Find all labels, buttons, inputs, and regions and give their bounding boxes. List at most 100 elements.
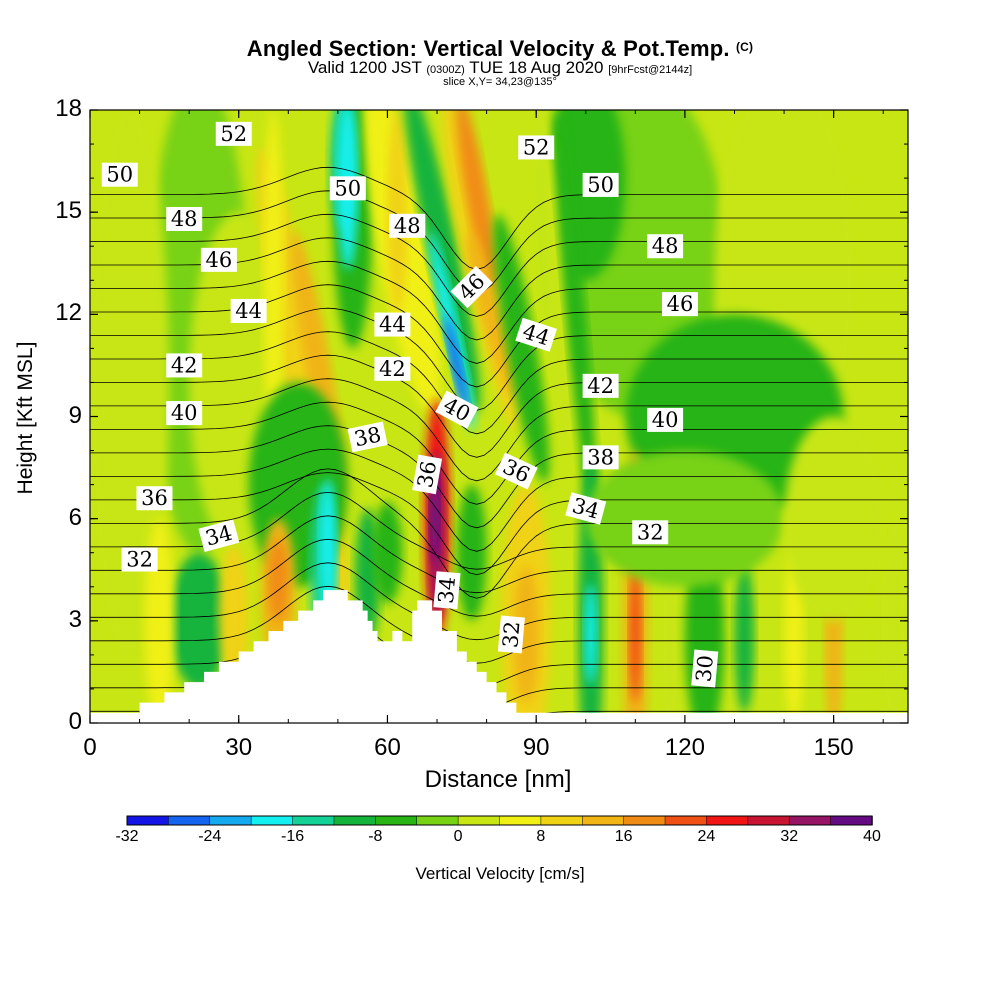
colorbar-swatch-2 xyxy=(209,815,252,826)
theta-label-30: 32 xyxy=(497,615,525,654)
theta-line-46 xyxy=(90,331,908,435)
theta-label-text: 34 xyxy=(434,576,460,605)
theta-label-bg xyxy=(494,452,538,490)
axis-ticks xyxy=(89,109,908,724)
theta-label-text: 42 xyxy=(379,357,406,381)
theta-label-text: 42 xyxy=(587,374,614,398)
theta-label-10: 46 xyxy=(661,292,698,317)
theta-label-text: 50 xyxy=(587,173,614,197)
colorbar-swatch-11 xyxy=(582,815,625,826)
theta-line-51 xyxy=(90,213,908,317)
theta-label-text: 42 xyxy=(171,353,198,377)
y-tick-label: 9 xyxy=(68,401,82,429)
theta-label-1: 52 xyxy=(518,135,555,160)
theta-label-bg xyxy=(565,492,607,525)
theta-line-35 xyxy=(90,562,908,641)
theta-label-text: 36 xyxy=(413,459,441,489)
velocity-cell-14 xyxy=(387,110,408,315)
theta-label-bg xyxy=(166,206,203,231)
theta-label-text: 48 xyxy=(652,234,679,258)
theta-label-bg xyxy=(582,445,619,470)
theta-label-text: 36 xyxy=(141,486,168,510)
theta-label-text: 44 xyxy=(235,299,262,323)
theta-label-bg xyxy=(632,520,669,545)
colorbar-swatch-16 xyxy=(788,815,832,826)
theta-label-21: 38 xyxy=(582,445,619,470)
y-tick-label: 12 xyxy=(55,299,82,327)
velocity-cell-9 xyxy=(263,110,284,451)
subtitle-forecast: [9hrFcst@2144z] xyxy=(608,64,693,76)
colorbar-tick-label: -32 xyxy=(115,828,139,845)
theta-label-bg xyxy=(647,407,684,432)
theta-label-bg xyxy=(515,317,558,352)
theta-label-text: 50 xyxy=(106,163,133,187)
chart-subtitle: Valid 1200 JST (0300Z) TUE 18 Aug 2020 [… xyxy=(0,58,1000,78)
colorbar-swatch-0 xyxy=(126,815,170,826)
theta-label-29: 32 xyxy=(121,547,158,572)
x-tick-label: 150 xyxy=(813,734,854,761)
theta-label-8: 46 xyxy=(200,247,237,272)
theta-label-text: 30 xyxy=(692,654,718,683)
colorbar-swatch-13 xyxy=(664,815,708,826)
x-axis-label: Distance [nm] xyxy=(424,766,572,793)
colorbar-tick-label: 40 xyxy=(863,828,881,845)
theta-line-36 xyxy=(90,538,908,617)
theta-label-bg xyxy=(347,421,388,453)
theta-label-bg xyxy=(582,373,619,398)
colorbar-tick-label: 16 xyxy=(614,828,633,845)
theta-label-19: 40 xyxy=(647,407,684,432)
theta-label-bg xyxy=(198,519,240,552)
colorbar-swatch-17 xyxy=(830,815,873,826)
velocity-cell-23 xyxy=(555,110,597,518)
theta-label-bg xyxy=(433,571,461,610)
x-tick-label: 60 xyxy=(374,734,401,761)
theta-label-24: 36 xyxy=(136,486,173,511)
velocity-field xyxy=(90,110,908,723)
theta-label-16: 42 xyxy=(582,373,619,398)
x-tick-label: 120 xyxy=(664,734,705,761)
chart-title-mark: (C) xyxy=(735,40,754,54)
velocity-cell-32 xyxy=(456,484,487,621)
theta-line-52 xyxy=(90,190,908,294)
theta-label-27: 34 xyxy=(433,571,461,610)
theta-label-0: 52 xyxy=(215,122,252,146)
colorbar-swatch-12 xyxy=(623,815,666,826)
theta-label-bg xyxy=(166,353,203,378)
theta-line-48 xyxy=(90,284,908,388)
theta-label-6: 48 xyxy=(389,213,426,238)
theta-label-2: 50 xyxy=(101,162,138,187)
theta-label-bg xyxy=(518,135,555,160)
theta-label-14: 42 xyxy=(166,353,203,378)
theta-line-53 xyxy=(90,166,908,270)
velocity-cell-45 xyxy=(169,552,229,689)
colorbar-swatch-6 xyxy=(375,815,418,826)
colorbar-swatch-15 xyxy=(747,815,790,826)
velocity-cell-34 xyxy=(513,566,539,703)
velocity-cell-22 xyxy=(535,110,577,450)
colorbar-swatch-8 xyxy=(457,815,501,826)
theta-label-bg xyxy=(389,213,426,238)
theta-label-bg xyxy=(166,401,203,426)
theta-label-5: 48 xyxy=(166,206,203,231)
theta-label-bg xyxy=(691,649,719,688)
theta-line-44 xyxy=(90,378,908,482)
subtitle-valid: Valid 1200 JST xyxy=(307,58,422,77)
theta-label-text: 32 xyxy=(637,520,664,544)
velocity-cell-26 xyxy=(320,477,336,615)
theta-label-bg xyxy=(121,547,158,572)
colorbar-swatch-10 xyxy=(540,815,584,826)
subtitle-date: TUE 18 Aug 2020 xyxy=(469,58,604,77)
theta-label-bg xyxy=(374,312,411,337)
theta-label-15: 42 xyxy=(374,356,411,381)
colorbar-swatch-7 xyxy=(416,815,459,826)
theta-label-text: 40 xyxy=(652,408,679,432)
y-tick-label: 3 xyxy=(68,605,82,633)
velocity-cell-50 xyxy=(585,450,785,587)
colorbar-tick-label: -16 xyxy=(280,828,305,845)
x-tick-label: 0 xyxy=(83,734,97,761)
colorbar-tick-label: -8 xyxy=(368,828,383,845)
y-tick-label: 18 xyxy=(55,95,82,122)
velocity-cell-51 xyxy=(784,416,884,621)
colorbar-swatch-4 xyxy=(292,815,335,826)
theta-label-bg xyxy=(661,292,698,317)
